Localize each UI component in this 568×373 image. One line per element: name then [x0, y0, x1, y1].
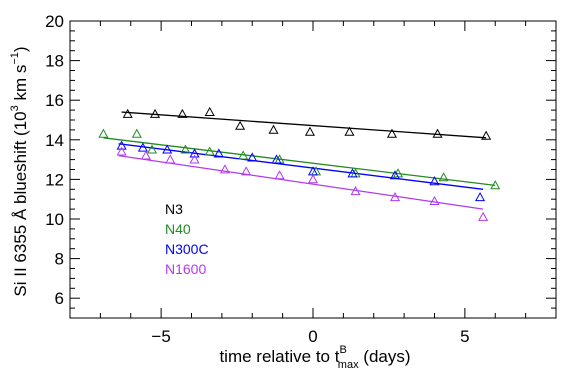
y-tick-label: 6 [55, 289, 64, 308]
legend: N3 N40 N300C N1600 [165, 201, 209, 277]
data-point-n3 [150, 108, 161, 118]
y-axis-label: Si II 6355 Å blueshift (103 km s−1) [9, 46, 30, 296]
data-point-n3 [304, 126, 316, 136]
data-point-n1600 [241, 166, 252, 176]
axis-ticks [69, 20, 557, 319]
y-axis-label-main: Si II 6355 Å blueshift (10 [11, 111, 30, 296]
y-axis-label-sup: 3 [9, 105, 21, 111]
data-point-n1600 [429, 195, 440, 206]
fit-line-n40 [103, 137, 496, 186]
x-tick-label: 5 [460, 327, 469, 346]
y-tick-label: 20 [45, 12, 64, 31]
x-axis-label: time relative to tB max (days) [219, 344, 410, 371]
data-point-n3 [344, 126, 355, 136]
data-point-n3 [122, 108, 133, 118]
data-point-n1600 [274, 170, 285, 180]
plot-frame [69, 20, 557, 319]
data-point-n1600 [116, 146, 127, 156]
fit-line-n3 [121, 111, 487, 139]
y-tick-label: 10 [45, 210, 64, 229]
data-point-n3 [177, 108, 188, 118]
data-point-n300c [429, 176, 440, 186]
data-point-n40 [146, 144, 158, 154]
data-point-n3 [204, 106, 215, 116]
data-point-n3 [481, 130, 492, 140]
fit-line-n300c [118, 143, 484, 190]
x-axis-label-sub: max [338, 359, 359, 371]
data-point-n300c [213, 148, 224, 158]
data-point-n1600 [350, 186, 361, 196]
y-tick-label: 18 [45, 52, 64, 71]
x-axis-label-tail: (days) [359, 347, 411, 366]
data-point-n3 [432, 128, 443, 138]
data-point-n300c [247, 152, 258, 162]
data-point-n300c [162, 144, 173, 154]
data-point-n40 [180, 144, 191, 154]
x-tick-label: −5 [151, 327, 170, 346]
data-point-n300c [116, 140, 127, 150]
data-point-n3 [386, 128, 398, 138]
data-point-n300c [189, 148, 200, 158]
legend-entry-n1600: N1600 [165, 261, 206, 277]
data-point-n40 [238, 150, 249, 160]
x-tick-label: 0 [308, 327, 317, 346]
data-point-n300c [137, 142, 148, 152]
data-point-n1600 [307, 174, 319, 184]
legend-entry-n3: N3 [165, 201, 183, 217]
fit-line-n1600 [118, 154, 484, 210]
y-tick-label: 12 [45, 170, 64, 189]
y-tick-label: 16 [45, 91, 64, 110]
tick-labels: −5 0 5 6 8 10 12 14 16 18 20 [45, 12, 470, 346]
data-point-n1600 [165, 154, 176, 164]
legend-entry-n40: N40 [165, 221, 191, 237]
data-point-n1600 [140, 150, 151, 160]
x-axis-label-main: time relative to t [219, 347, 339, 366]
data-point-n300c [271, 154, 282, 164]
data-point-n1600 [389, 191, 401, 202]
y-tick-label: 14 [45, 131, 64, 150]
data-point-n40 [98, 128, 109, 138]
data-point-n1600 [189, 154, 200, 164]
data-point-n40 [204, 146, 215, 156]
y-axis-label-close: ) [11, 46, 30, 52]
data-point-n3 [268, 124, 279, 134]
data-point-n40 [438, 172, 449, 182]
data-point-n40 [490, 180, 501, 190]
data-point-n1600 [219, 164, 230, 174]
data-point-n300c [389, 170, 401, 180]
data-point-n300c [347, 168, 358, 178]
data-point-n3 [235, 120, 246, 130]
y-tick-label: 8 [55, 250, 64, 269]
data-points [98, 106, 501, 221]
legend-entry-n300c: N300C [165, 241, 209, 257]
data-point-n40 [131, 128, 142, 138]
data-point-n1600 [478, 211, 489, 221]
x-axis-label-sup: B [339, 344, 346, 356]
data-point-n300c [475, 191, 486, 202]
y-axis-label-sup2: −1 [9, 52, 21, 65]
fit-lines [103, 111, 496, 210]
y-axis-label-tail: km s [11, 65, 30, 106]
